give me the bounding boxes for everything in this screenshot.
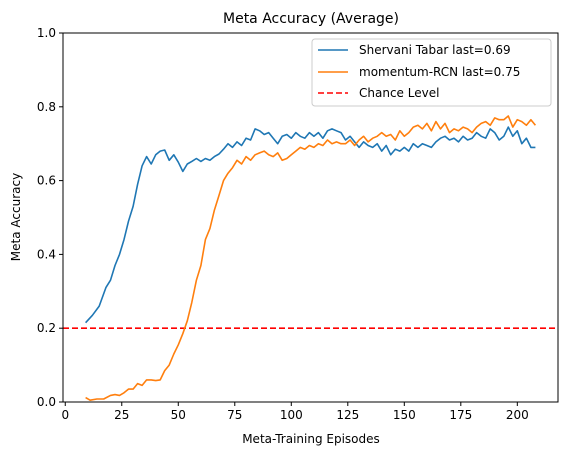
series-line-shervani-tabar	[85, 126, 536, 324]
series-lines	[85, 115, 537, 402]
y-tick-label-1: 0.2	[37, 321, 56, 335]
legend-label-momentum-rcn: momentum-RCN last=0.75	[359, 65, 520, 79]
legend-label-chance-level: Chance Level	[359, 86, 439, 100]
legend: Shervani Tabar last=0.69 momentum-RCN la…	[311, 38, 552, 107]
x-tick-label-6: 150	[393, 408, 416, 422]
x-tick-label-5: 125	[336, 408, 359, 422]
x-tick-label-7: 175	[449, 408, 472, 422]
series-line-momentum-rcn	[85, 115, 537, 402]
x-axis-label: Meta-Training Episodes	[242, 432, 380, 446]
x-tick-label-8: 200	[506, 408, 529, 422]
legend-box	[311, 38, 552, 107]
x-tick-label-0: 0	[61, 408, 69, 422]
y-axis-ticks: 0.0 0.2 0.4 0.6 0.8 1.0	[37, 26, 63, 409]
y-tick-label-3: 0.6	[37, 174, 56, 188]
chart-title: Meta Accuracy (Average)	[223, 11, 399, 27]
x-axis-ticks: 0 25 50 75 100 125 150 175 200	[61, 402, 529, 422]
x-tick-label-2: 50	[171, 408, 186, 422]
y-tick-label-4: 0.8	[37, 100, 56, 114]
y-tick-label-2: 0.4	[37, 247, 56, 261]
y-tick-label-0: 0.0	[37, 395, 56, 409]
x-tick-label-3: 75	[227, 408, 242, 422]
x-tick-label-1: 25	[114, 408, 129, 422]
plot-frame	[62, 32, 559, 403]
y-tick-label-5: 1.0	[37, 26, 56, 40]
x-tick-label-4: 100	[280, 408, 303, 422]
y-axis-label: Meta Accuracy	[9, 173, 23, 261]
legend-label-shervani-tabar: Shervani Tabar last=0.69	[359, 43, 511, 57]
